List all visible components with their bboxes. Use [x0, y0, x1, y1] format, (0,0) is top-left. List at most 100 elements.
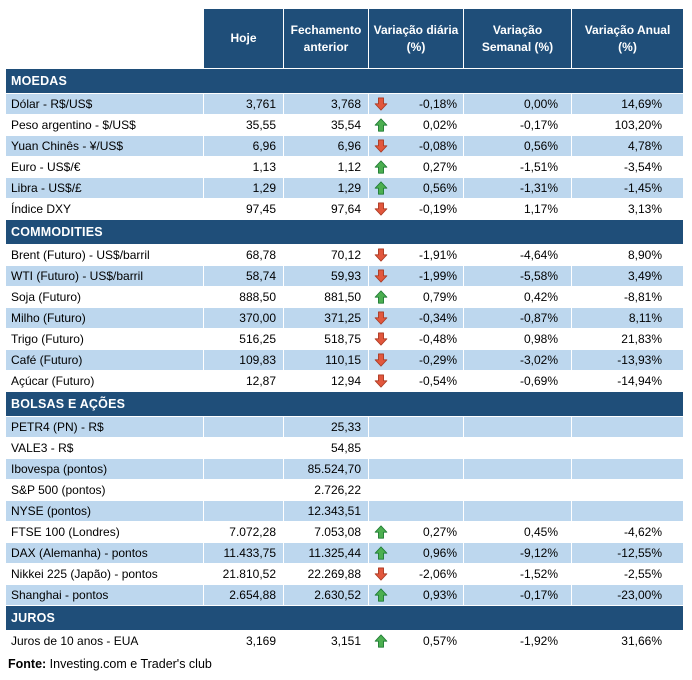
section-title: MOEDAS	[5, 68, 684, 94]
row-label-cell-value: Soja (Futuro)	[11, 290, 82, 304]
today-cell-value: 3,761	[245, 97, 276, 111]
today-cell-value: 370,00	[239, 311, 276, 325]
today-cell-value: 3,169	[245, 634, 276, 648]
down-arrow-icon	[374, 269, 388, 283]
daily-change-cell: -0,34%	[368, 307, 464, 329]
down-arrow-icon	[374, 374, 388, 388]
weekly-change-cell-value: -0,17%	[519, 118, 558, 132]
daily-change-cell-value: 0,56%	[422, 181, 457, 195]
today-cell-value: 516,25	[239, 332, 276, 346]
annual-change-cell-value: 21,83%	[621, 332, 662, 346]
weekly-change-cell-value: 0,42%	[523, 290, 558, 304]
weekly-change-cell	[463, 437, 572, 459]
table-row: FTSE 100 (Londres) 7.072,28 7.053,08 0,27% 0…	[5, 521, 684, 543]
daily-change-cell-value: -2,06%	[418, 567, 457, 581]
row-label-cell: Dólar - R$/US$	[5, 93, 204, 115]
weekly-change-cell: -3,02%	[463, 349, 572, 371]
daily-change-cell-value: 0,79%	[422, 290, 457, 304]
today-cell	[203, 479, 284, 501]
annual-change-cell-value: 3,49%	[627, 269, 662, 283]
previous-close-cell: 12,94	[283, 370, 369, 392]
today-cell-value: 11.433,75	[223, 546, 277, 560]
previous-close-cell-value: 35,54	[330, 118, 361, 132]
previous-close-cell: 70,12	[283, 244, 369, 266]
market-table: Hoje Fechamento anterior Variação diária…	[5, 8, 684, 652]
row-label-cell-value: Índice DXY	[11, 202, 72, 216]
table-row: S&P 500 (pontos) 2.726,22	[5, 479, 684, 501]
annual-change-cell-value: -2,55%	[623, 567, 662, 581]
daily-change-cell: 0,27%	[368, 521, 464, 543]
daily-change-cell-value: 0,02%	[422, 118, 457, 132]
weekly-change-cell: -9,12%	[463, 542, 572, 564]
up-arrow-icon	[374, 118, 388, 132]
daily-change-cell	[368, 479, 464, 501]
row-label-cell-value: WTI (Futuro) - US$/barril	[11, 269, 144, 283]
daily-change-cell-value: 0,27%	[422, 525, 457, 539]
section-row-juros: JUROS	[5, 605, 684, 631]
today-cell-value: 7.072,28	[229, 525, 276, 539]
row-label-cell-value: NYSE (pontos)	[11, 504, 92, 518]
annual-change-cell: 8,90%	[571, 244, 684, 266]
down-arrow-icon	[374, 248, 388, 262]
row-label-cell-value: Libra - US$/£	[11, 181, 82, 195]
previous-close-cell: 3,151	[283, 630, 369, 652]
annual-change-cell: 21,83%	[571, 328, 684, 350]
previous-close-cell-value: 1,12	[337, 160, 361, 174]
table-row: Brent (Futuro) - US$/barril 68,78 70,12 -1,…	[5, 244, 684, 266]
annual-change-cell-value: -14,94%	[617, 374, 662, 388]
today-cell: 68,78	[203, 244, 284, 266]
weekly-change-cell: -1,52%	[463, 563, 572, 585]
weekly-change-cell-value: -0,87%	[519, 311, 558, 325]
today-cell-value: 6,96	[252, 139, 276, 153]
previous-close-cell: 59,93	[283, 265, 369, 287]
annual-change-cell: -8,81%	[571, 286, 684, 308]
row-label-cell-value: Café (Futuro)	[11, 353, 83, 367]
table-row: PETR4 (PN) - R$ 25,33	[5, 416, 684, 438]
table-row: Yuan Chinês - ¥/US$ 6,96 6,96 -0,08% 0,56% 4,…	[5, 135, 684, 157]
previous-close-cell-value: 3,151	[330, 634, 361, 648]
previous-close-cell-value: 6,96	[337, 139, 361, 153]
table-row: Ibovespa (pontos) 85.524,70	[5, 458, 684, 480]
previous-close-cell-value: 70,12	[330, 248, 361, 262]
previous-close-cell-value: 881,50	[324, 290, 361, 304]
previous-close-cell-value: 12,94	[330, 374, 361, 388]
section-title: BOLSAS E AÇÕES	[5, 391, 684, 417]
daily-change-cell-value: 0,96%	[422, 546, 457, 560]
weekly-change-cell: -0,69%	[463, 370, 572, 392]
daily-change-cell: -0,08%	[368, 135, 464, 157]
annual-change-cell: 14,69%	[571, 93, 684, 115]
previous-close-cell: 11.325,44	[283, 542, 369, 564]
weekly-change-cell-value: 1,17%	[523, 202, 558, 216]
daily-change-cell: -0,54%	[368, 370, 464, 392]
weekly-change-cell-value: -0,69%	[519, 374, 558, 388]
annual-change-cell: 4,78%	[571, 135, 684, 157]
row-label-cell: NYSE (pontos)	[5, 500, 204, 522]
up-arrow-icon	[374, 181, 388, 195]
previous-close-cell: 881,50	[283, 286, 369, 308]
today-cell-value: 2.654,88	[229, 588, 276, 602]
annual-change-cell-value: 8,90%	[627, 248, 662, 262]
down-arrow-icon	[374, 353, 388, 367]
weekly-change-cell-value: -1,31%	[519, 181, 558, 195]
section-title: COMMODITIES	[5, 219, 684, 245]
today-cell: 6,96	[203, 135, 284, 157]
previous-close-cell: 371,25	[283, 307, 369, 329]
previous-close-cell-value: 97,64	[330, 202, 361, 216]
weekly-change-cell	[463, 416, 572, 438]
row-label-cell-value: PETR4 (PN) - R$	[11, 420, 104, 434]
table-row: Soja (Futuro) 888,50 881,50 0,79% 0,42% -8,81…	[5, 286, 684, 308]
previous-close-cell: 85.524,70	[283, 458, 369, 480]
weekly-change-cell-value: -9,12%	[519, 546, 558, 560]
previous-close-cell: 2.630,52	[283, 584, 369, 606]
row-label-cell: Shanghai - pontos	[5, 584, 204, 606]
today-cell: 516,25	[203, 328, 284, 350]
row-label-cell-value: Nikkei 225 (Japão) - pontos	[11, 567, 158, 581]
source-note: Fonte: Investing.com e Trader's club	[5, 657, 686, 671]
row-label-cell-value: Ibovespa (pontos)	[11, 462, 108, 476]
row-label-cell: Café (Futuro)	[5, 349, 204, 371]
daily-change-cell: 0,93%	[368, 584, 464, 606]
weekly-change-cell-value: -5,58%	[519, 269, 558, 283]
today-cell-value: 21.810,52	[222, 567, 276, 581]
daily-change-cell-value: 0,93%	[422, 588, 457, 602]
